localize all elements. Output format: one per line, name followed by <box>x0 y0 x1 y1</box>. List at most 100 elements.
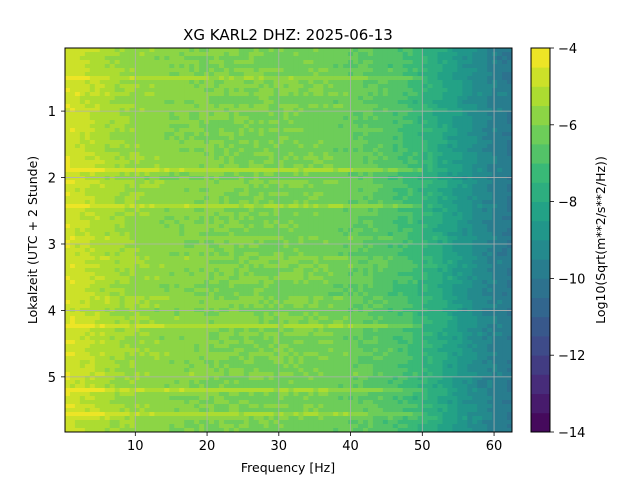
heatmap-cell-2322 <box>422 148 429 153</box>
heatmap-cell-1973 <box>477 132 483 137</box>
heatmap-cell-4288 <box>353 236 359 241</box>
heatmap-cell-3811 <box>218 216 225 221</box>
heatmap-cell-855 <box>288 84 295 89</box>
heatmap-cell-4611 <box>169 252 175 257</box>
heatmap-cell-2709 <box>109 168 116 173</box>
heatmap-cell-1817 <box>149 128 155 133</box>
heatmap-cell-2511 <box>467 156 473 161</box>
heatmap-cell-2628 <box>154 164 160 169</box>
heatmap-cell-2269 <box>159 148 165 153</box>
heatmap-cell-4423 <box>129 244 136 249</box>
heatmap-cell-2504 <box>432 156 439 161</box>
heatmap-cell-901 <box>69 88 76 93</box>
heatmap-cell-2975 <box>89 180 96 185</box>
heatmap-cell-1931 <box>268 132 275 137</box>
heatmap-cell-3478 <box>353 200 359 205</box>
heatmap-cell-3829 <box>308 216 314 221</box>
heatmap-cell-4450 <box>263 244 270 249</box>
heatmap-cell-3993 <box>228 224 235 229</box>
heatmap-cell-111 <box>169 52 175 57</box>
heatmap-cell-1066 <box>442 92 449 97</box>
heatmap-cell-1043 <box>328 92 334 97</box>
heatmap-cell-3621 <box>169 208 175 213</box>
heatmap-cell-2058 <box>452 136 458 141</box>
heatmap-cell-3186 <box>243 188 250 193</box>
heatmap-cell-830 <box>164 84 170 89</box>
heatmap-cell-4448 <box>253 244 260 249</box>
heatmap-cell-2181 <box>169 144 175 149</box>
heatmap-cell-1266 <box>94 104 101 109</box>
heatmap-cell-964 <box>382 88 389 93</box>
heatmap-cell-2850 <box>363 172 369 177</box>
heatmap-cell-2034 <box>333 136 339 141</box>
heatmap-cell-1698 <box>452 120 458 125</box>
heatmap-cell-3799 <box>159 216 165 221</box>
heatmap-cell-2421 <box>467 152 473 157</box>
heatmap-cell-3459 <box>258 200 265 205</box>
heatmap-cell-1551 <box>169 116 175 121</box>
heatmap-cell-924 <box>184 88 190 93</box>
heatmap-cell-3476 <box>343 200 349 205</box>
heatmap-cell-3337 <box>99 196 106 201</box>
heatmap-cell-2782 <box>472 168 478 173</box>
heatmap-cell-2146 <box>442 140 449 145</box>
heatmap-cell-1482 <box>273 112 280 117</box>
heatmap-cell-4751 <box>417 256 424 261</box>
heatmap-cell-4637 <box>298 252 304 257</box>
heatmap-cell-165 <box>437 52 444 57</box>
heatmap-cell-3193 <box>278 188 285 193</box>
heatmap-cell-4415 <box>89 244 96 249</box>
heatmap-cell-1533 <box>79 116 86 121</box>
heatmap-cell-2558 <box>253 160 260 165</box>
heatmap-cell-1197 <box>199 100 205 105</box>
heatmap-cell-4412 <box>74 244 81 249</box>
heatmap-cell-4844 <box>432 260 439 265</box>
heatmap-cell-4132 <box>472 228 478 233</box>
heatmap-cell-850 <box>263 84 270 89</box>
heatmap-cell-1041 <box>318 92 324 97</box>
heatmap-cell-3496 <box>442 200 449 205</box>
heatmap-cell-1924 <box>233 132 240 137</box>
heatmap-cell-1164 <box>482 96 488 101</box>
heatmap-cell-3785 <box>89 216 96 221</box>
heatmap-cell-3732 <box>273 212 280 217</box>
heatmap-cell-4645 <box>338 252 344 257</box>
heatmap-cell-360 <box>65 64 71 69</box>
heatmap-cell-404 <box>283 64 290 69</box>
heatmap-cell-1824 <box>184 128 190 133</box>
heatmap-cell-4358 <box>253 240 260 245</box>
heatmap-cell-1880 <box>462 128 468 133</box>
heatmap-cell-412 <box>323 64 329 69</box>
heatmap-cell-127 <box>248 52 255 57</box>
heatmap-cell-354 <box>482 60 488 65</box>
heatmap-cell-4858 <box>502 260 508 265</box>
heatmap-cell-94 <box>84 52 91 57</box>
heatmap-cell-985 <box>487 88 493 93</box>
heatmap-cell-4502 <box>74 248 81 253</box>
heatmap-cell-1621 <box>69 120 76 125</box>
chart-title: XG KARL2 DHZ: 2025-06-13 <box>183 26 393 44</box>
heatmap-cell-3903 <box>228 220 235 225</box>
heatmap-cell-1686 <box>392 120 399 125</box>
heatmap-cell-2801 <box>119 172 126 177</box>
heatmap-cell-1591 <box>367 116 374 121</box>
heatmap-cell-3345 <box>139 196 146 201</box>
heatmap-cell-4885 <box>189 264 195 269</box>
heatmap-cell-2996 <box>194 180 200 185</box>
heatmap-cell-3338 <box>104 196 111 201</box>
heatmap-cell-4821 <box>318 260 324 265</box>
heatmap-cell-3208 <box>353 188 359 193</box>
heatmap-cell-4201 <box>367 232 374 237</box>
heatmap-cell-1784 <box>432 124 439 129</box>
heatmap-cell-4955 <box>89 268 96 273</box>
heatmap-cell-1311 <box>318 104 324 109</box>
heatmap-cell-3251 <box>119 192 126 197</box>
heatmap-cell-2343 <box>79 152 86 157</box>
heatmap-cell-2519 <box>507 156 512 161</box>
heatmap-cell-751 <box>218 80 225 85</box>
heatmap-cell-799 <box>457 80 463 85</box>
heatmap-cell-737 <box>149 80 155 85</box>
heatmap-cell-2607 <box>497 160 503 165</box>
heatmap-cell-4832 <box>372 260 379 265</box>
heatmap-cell-2344 <box>84 152 91 157</box>
